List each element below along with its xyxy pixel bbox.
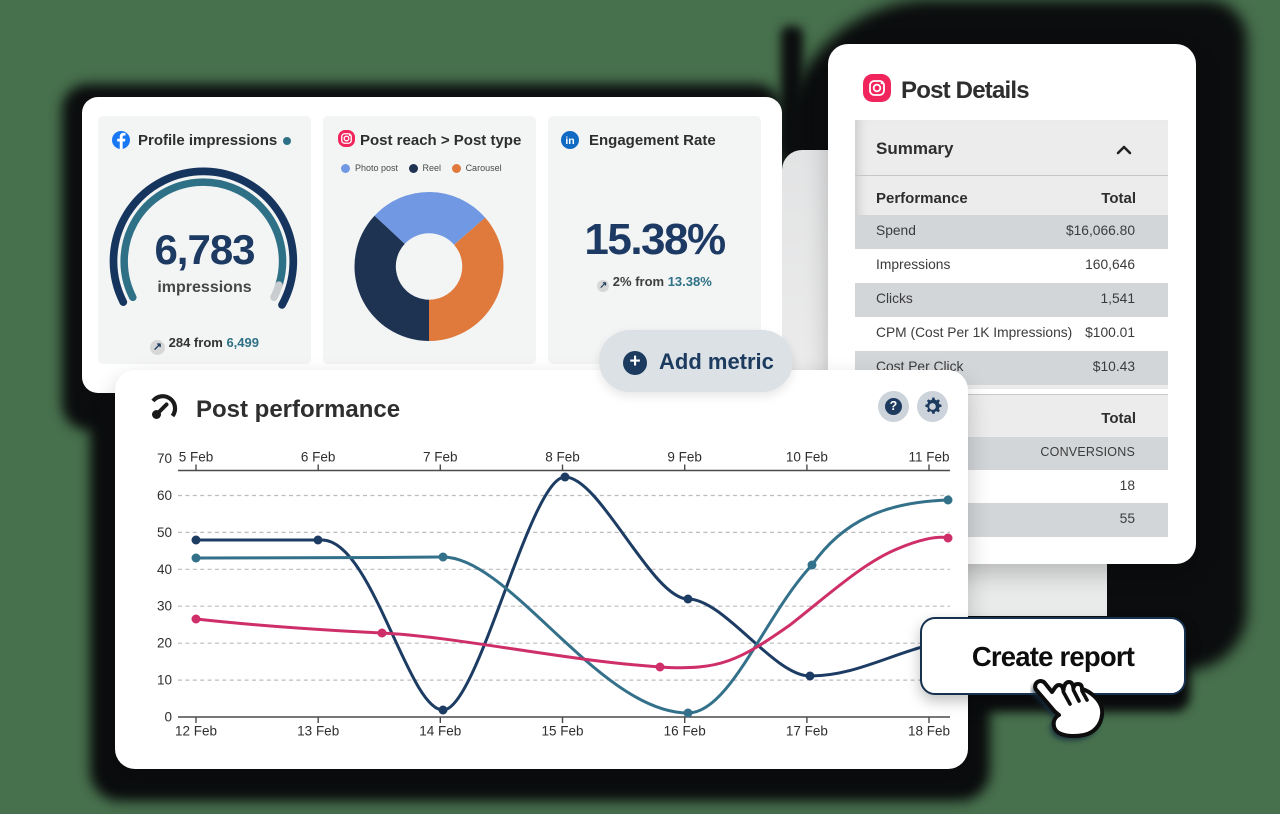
svg-text:20: 20 xyxy=(157,636,172,651)
svg-text:12 Feb: 12 Feb xyxy=(175,724,217,739)
svg-text:7 Feb: 7 Feb xyxy=(423,450,458,465)
svg-text:10: 10 xyxy=(157,673,172,688)
svg-text:11 Feb: 11 Feb xyxy=(908,450,949,465)
svg-text:6 Feb: 6 Feb xyxy=(301,450,336,465)
svg-text:60: 60 xyxy=(157,488,172,503)
svg-text:13 Feb: 13 Feb xyxy=(297,724,339,739)
svg-text:0: 0 xyxy=(164,710,172,725)
svg-text:10 Feb: 10 Feb xyxy=(786,450,828,465)
svg-text:18 Feb: 18 Feb xyxy=(908,724,950,739)
svg-text:9 Feb: 9 Feb xyxy=(667,450,702,465)
svg-text:14 Feb: 14 Feb xyxy=(419,724,461,739)
svg-text:40: 40 xyxy=(157,562,172,577)
svg-text:8 Feb: 8 Feb xyxy=(545,450,580,465)
svg-text:50: 50 xyxy=(157,525,172,540)
svg-text:5 Feb: 5 Feb xyxy=(179,450,214,465)
svg-text:17 Feb: 17 Feb xyxy=(786,724,828,739)
svg-text:in: in xyxy=(565,135,574,147)
svg-text:16 Feb: 16 Feb xyxy=(664,724,706,739)
svg-text:70: 70 xyxy=(157,451,172,466)
svg-text:15 Feb: 15 Feb xyxy=(541,724,583,739)
svg-text:30: 30 xyxy=(157,599,172,614)
